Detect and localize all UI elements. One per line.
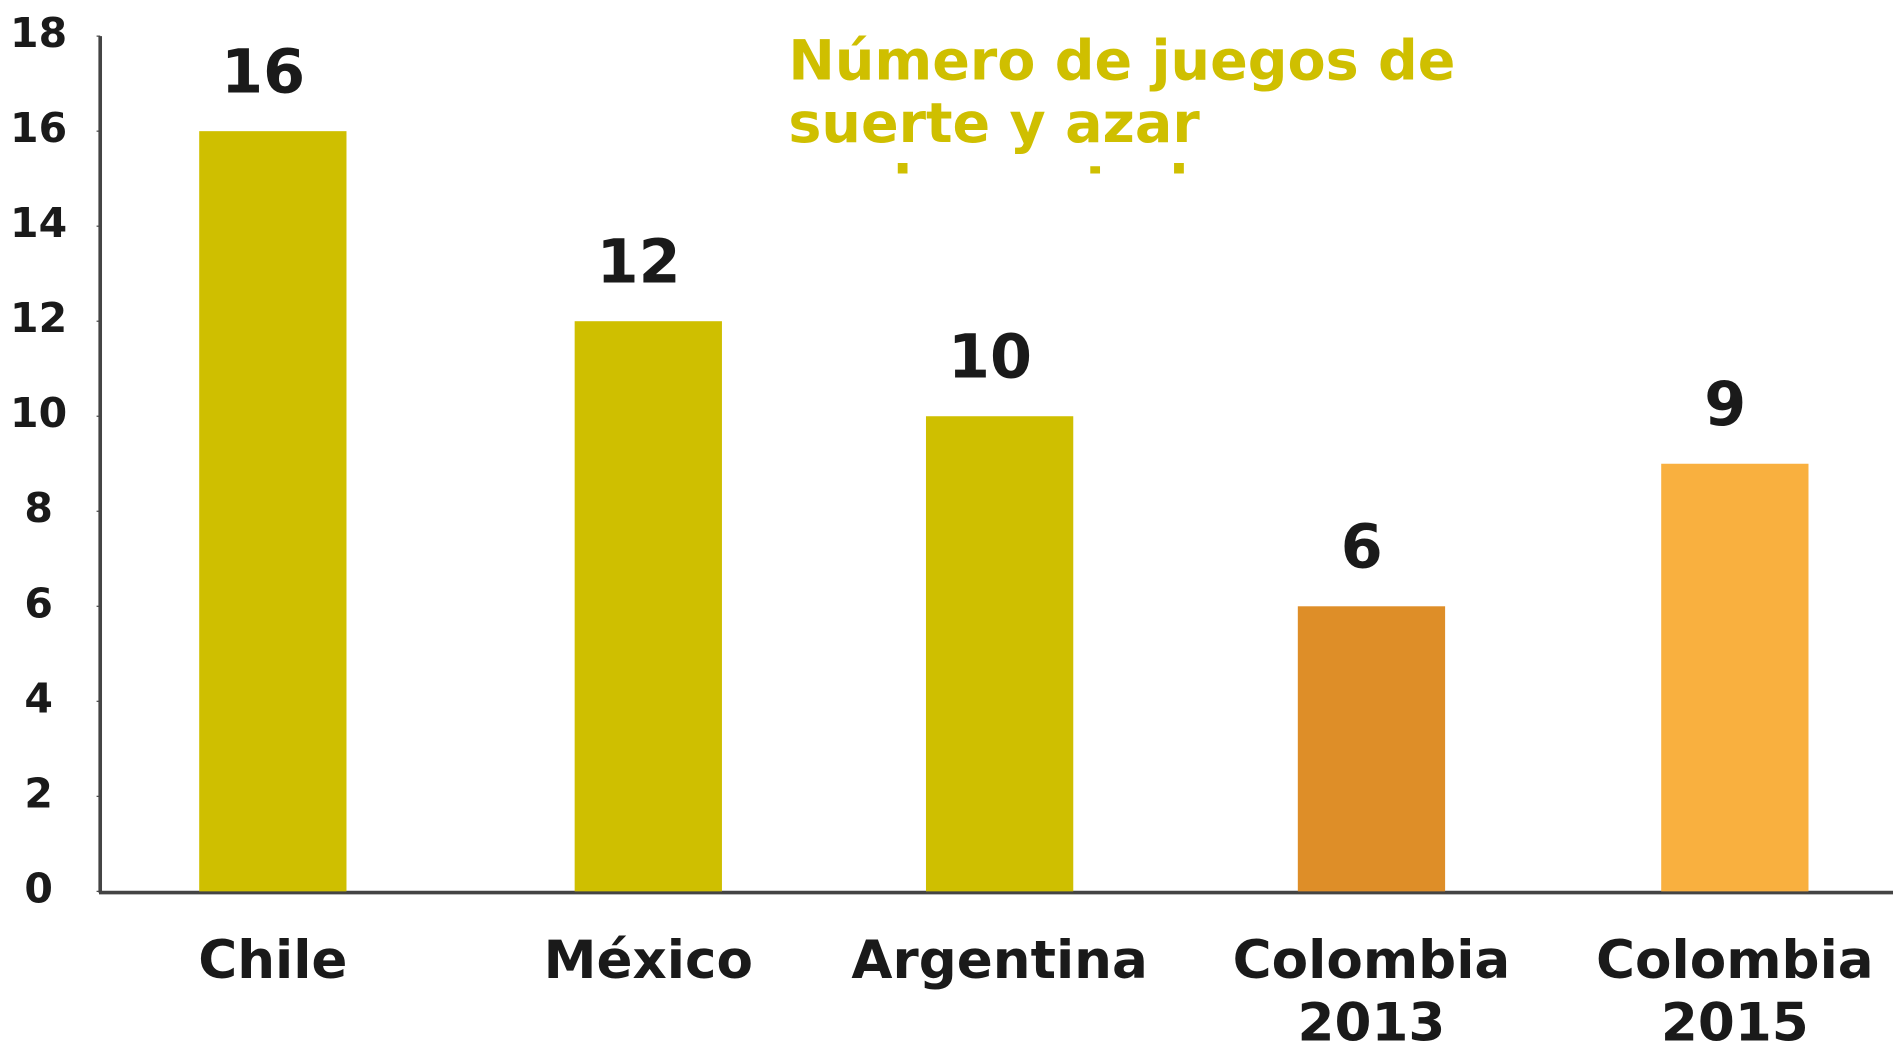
bar [199, 131, 347, 892]
x-label-box: Colombia 2015 [1596, 929, 1874, 1054]
bar [1661, 463, 1809, 892]
x-tick-label: Colombia 2015 [1596, 929, 1874, 1054]
y-tick-label: 4 [24, 674, 53, 722]
bar [925, 416, 1074, 892]
x-tick-label: México [543, 929, 753, 992]
x-tick-label: Colombia 2013 [1232, 929, 1511, 1054]
value-label: 6 [1341, 513, 1383, 583]
x-label-box: México [543, 929, 753, 992]
y-tick-label: 2 [24, 769, 53, 817]
x-tick-label: Chile [198, 929, 348, 992]
y-tick-label: 0 [24, 864, 53, 912]
x-label-box: Colombia 2013 [1232, 929, 1511, 1054]
bar [1297, 606, 1446, 892]
y-tick-label: 10 [10, 389, 67, 437]
value-label: 12 [597, 227, 681, 297]
value-label: 16 [221, 37, 305, 107]
title-box: Número de juegos de suerte y azar reglam… [788, 28, 1456, 174]
value-label: 9 [1704, 370, 1746, 440]
x-label-box: Argentina [851, 929, 1148, 992]
y-tick-label: 14 [10, 199, 67, 247]
value-label: 10 [948, 322, 1032, 392]
y-tick-label: 12 [10, 294, 67, 342]
y-tick-label: 6 [24, 579, 53, 627]
y-tick-label: 8 [24, 484, 53, 532]
bar [574, 321, 722, 892]
x-tick-label: Argentina [851, 929, 1148, 992]
chart-title: Número de juegos de suerte y azar reglam… [788, 28, 1456, 174]
y-tick-label: 18 [10, 9, 67, 57]
y-tick-label: 16 [10, 104, 67, 152]
x-label-box: Chile [198, 929, 348, 992]
